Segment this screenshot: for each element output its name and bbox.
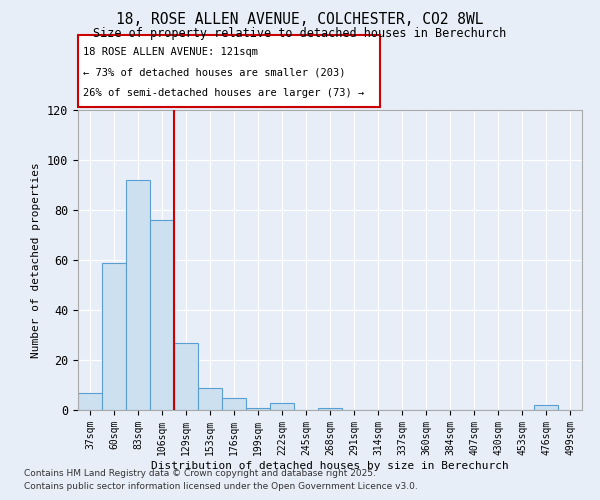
- Bar: [318, 408, 342, 410]
- Bar: [174, 342, 198, 410]
- Y-axis label: Number of detached properties: Number of detached properties: [31, 162, 41, 358]
- X-axis label: Distribution of detached houses by size in Berechurch: Distribution of detached houses by size …: [151, 460, 509, 470]
- Text: Contains HM Land Registry data © Crown copyright and database right 2025.: Contains HM Land Registry data © Crown c…: [24, 468, 376, 477]
- Text: 18 ROSE ALLEN AVENUE: 121sqm: 18 ROSE ALLEN AVENUE: 121sqm: [83, 47, 258, 57]
- FancyBboxPatch shape: [78, 35, 380, 107]
- Bar: [102, 262, 126, 410]
- Bar: [78, 392, 102, 410]
- Bar: [222, 398, 246, 410]
- Text: Contains public sector information licensed under the Open Government Licence v3: Contains public sector information licen…: [24, 482, 418, 491]
- Bar: [270, 402, 294, 410]
- Bar: [150, 220, 174, 410]
- Text: ← 73% of detached houses are smaller (203): ← 73% of detached houses are smaller (20…: [83, 68, 346, 78]
- Bar: [246, 408, 270, 410]
- Text: Size of property relative to detached houses in Berechurch: Size of property relative to detached ho…: [94, 28, 506, 40]
- Text: 18, ROSE ALLEN AVENUE, COLCHESTER, CO2 8WL: 18, ROSE ALLEN AVENUE, COLCHESTER, CO2 8…: [116, 12, 484, 28]
- Bar: [534, 405, 558, 410]
- Bar: [126, 180, 150, 410]
- Text: 26% of semi-detached houses are larger (73) →: 26% of semi-detached houses are larger (…: [83, 88, 364, 98]
- Bar: [198, 388, 222, 410]
